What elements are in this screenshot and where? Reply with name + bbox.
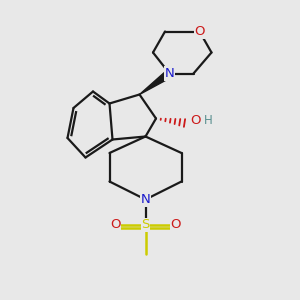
Text: O: O	[194, 25, 205, 38]
Text: S: S	[141, 218, 150, 232]
Text: N: N	[165, 67, 174, 80]
Polygon shape	[140, 70, 172, 94]
Text: O: O	[110, 218, 121, 232]
Text: O: O	[191, 114, 201, 127]
Text: N: N	[141, 193, 150, 206]
Text: H: H	[204, 114, 213, 127]
Text: O: O	[170, 218, 181, 232]
